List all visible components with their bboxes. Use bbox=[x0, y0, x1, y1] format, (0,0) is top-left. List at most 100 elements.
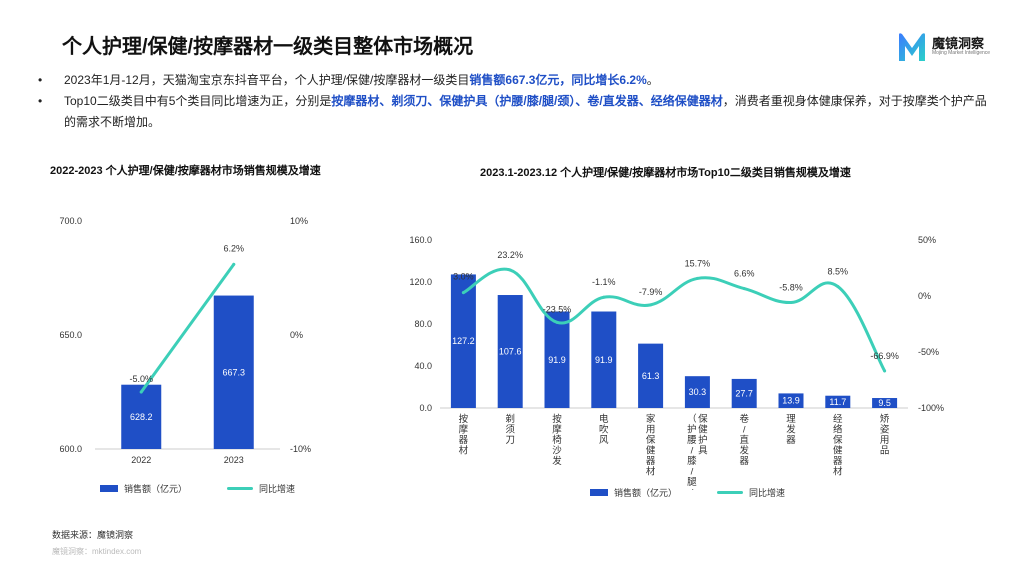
bar-value-label: 27.7 bbox=[735, 388, 753, 398]
y-left-tick-label: 600.0 bbox=[59, 444, 82, 454]
category-label-char: 材 bbox=[833, 466, 843, 478]
category-label-char: 经 bbox=[833, 413, 843, 425]
bar-value-label: 127.2 bbox=[452, 336, 475, 346]
bar-value-label: 667.3 bbox=[222, 367, 245, 377]
summary-bullet-1: • 2023年1月-12月，天猫淘宝京东抖音平台，个人护理/保健/按摩器材一级类… bbox=[38, 70, 998, 91]
category-label-char: 腿 bbox=[687, 477, 697, 488]
growth-value-label: 6.6% bbox=[734, 269, 755, 279]
sales-bar bbox=[731, 378, 757, 408]
sales-bar bbox=[213, 295, 254, 449]
category-label: 2022 bbox=[131, 455, 151, 465]
right-chart-title: 2023.1-2023.12 个人护理/保健/按摩器材市场Top10二级类目销售… bbox=[480, 167, 851, 179]
category-label-char: 刀 bbox=[505, 435, 515, 446]
growth-line bbox=[461, 267, 887, 373]
sales-bar bbox=[591, 311, 617, 408]
category-label-char: / bbox=[691, 446, 694, 457]
growth-point bbox=[232, 262, 236, 266]
bullet-dot: • bbox=[38, 94, 43, 108]
category-label-char: 腰 bbox=[687, 435, 697, 446]
growth-point bbox=[883, 369, 887, 373]
bar-value-label: 11.7 bbox=[829, 397, 846, 407]
sales-bar bbox=[544, 311, 570, 408]
bullet-text-end: ，消费者重视身体健康保养，对于按摩类个护产品的需求不断增加。 bbox=[64, 94, 987, 129]
category-label-char: 直 bbox=[739, 434, 749, 446]
logo-name: 魔镜洞察 bbox=[932, 36, 985, 51]
bullet-text: Top10二级类目中有5个类目同比增速为正，分别是 bbox=[64, 94, 332, 108]
sales-bar bbox=[778, 393, 804, 408]
category-label-char: 膝 bbox=[687, 455, 697, 467]
y-right-tick-label: 0% bbox=[290, 330, 303, 340]
growth-value-label: 3.0% bbox=[453, 272, 474, 282]
y-right-tick-label: -50% bbox=[918, 347, 939, 357]
category-label-char: / bbox=[691, 467, 694, 478]
category-label-char: 摩 bbox=[552, 424, 562, 436]
sales-bar bbox=[497, 295, 523, 408]
category-label-char: 姿 bbox=[880, 424, 890, 436]
legend-line-swatch bbox=[717, 491, 744, 494]
category-label-char: 保 bbox=[646, 434, 656, 446]
growth-point bbox=[695, 276, 699, 280]
right-chart: 0.0 40.0 80.0 120.0 160.0 -100% -50% 0% 50% 127.2… bbox=[409, 235, 944, 491]
left-chart-legend: 销售额（亿元） 同比增速 bbox=[100, 482, 335, 495]
y-left-tick-label: 700.0 bbox=[59, 216, 82, 226]
growth-point bbox=[461, 291, 465, 295]
legend-item-sales: 销售额（亿元） bbox=[100, 482, 187, 495]
watermark: 魔镜洞察：mktindex.com bbox=[52, 547, 142, 556]
growth-value-label: -66.9% bbox=[870, 351, 899, 361]
category-label-char: 风 bbox=[599, 435, 609, 446]
summary-bullet-2: • Top10二级类目中有5个类目同比增速为正，分别是按摩器材、剃须刀、保健护具… bbox=[38, 91, 998, 133]
legend-label-growth: 同比增速 bbox=[749, 488, 786, 498]
y-right-tick-label: 50% bbox=[918, 235, 936, 245]
bar-value-label: 9.5 bbox=[878, 398, 891, 408]
category-label-char: 剃 bbox=[505, 413, 515, 425]
bar-value-label: 628.2 bbox=[130, 412, 153, 422]
left-chart: 600.0 650.0 700.0 -10% 0% 10% 628.2 2022 667.3 20… bbox=[59, 216, 311, 465]
growth-value-label: -1.1% bbox=[592, 277, 616, 287]
bar-value-label: 91.9 bbox=[548, 355, 566, 365]
sales-bar bbox=[872, 398, 898, 408]
y-right-tick-label: -10% bbox=[290, 444, 311, 454]
y-right-tick-label: 0% bbox=[918, 291, 931, 301]
growth-line bbox=[139, 262, 236, 394]
category-label-char: （ bbox=[687, 413, 697, 425]
category-label-char: 材 bbox=[459, 445, 469, 457]
category-label-char: 保 bbox=[698, 413, 708, 425]
y-left-tick-label: 0.0 bbox=[419, 403, 432, 413]
category-label-char: 护 bbox=[687, 424, 697, 436]
category-label-char: 按 bbox=[552, 413, 562, 425]
legend-item-growth: 同比增速 bbox=[227, 482, 295, 495]
bar-value-label: 107.6 bbox=[499, 347, 522, 357]
category-label-char: 家 bbox=[646, 413, 656, 425]
category-label-char: / bbox=[743, 425, 746, 436]
right-chart-legend: 销售额（亿元） 同比增速 bbox=[590, 486, 825, 499]
category-label-char: 用 bbox=[646, 425, 656, 436]
category-label-char: / bbox=[691, 488, 694, 491]
page-title: 个人护理/保健/按摩器材一级类目整体市场概况 bbox=[62, 36, 474, 58]
legend-item-growth: 同比增速 bbox=[717, 486, 785, 499]
left-chart-title: 2022-2023 个人护理/保健/按摩器材市场销售规模及增速 bbox=[50, 165, 321, 177]
category-label-char: 器 bbox=[646, 456, 656, 467]
growth-value-label: 6.2% bbox=[223, 243, 244, 253]
category-label-char: 发 bbox=[739, 445, 749, 457]
growth-value-label: 23.2% bbox=[497, 250, 523, 260]
category-label-char: 器 bbox=[739, 456, 749, 467]
growth-value-label: 8.5% bbox=[828, 266, 849, 276]
y-left-tick-label: 650.0 bbox=[59, 330, 82, 340]
logo-mark-icon bbox=[899, 33, 925, 61]
category-label-char: 品 bbox=[880, 446, 890, 457]
logo-subtitle: Mojing Market Intelligence bbox=[932, 50, 991, 56]
category-label-char: 理 bbox=[786, 414, 796, 425]
y-left-tick-label: 120.0 bbox=[409, 277, 432, 287]
category-label-char: 络 bbox=[833, 424, 843, 436]
sales-bar bbox=[684, 376, 710, 408]
growth-point bbox=[139, 390, 143, 394]
y-right-tick-label: 10% bbox=[290, 216, 308, 226]
y-left-tick-label: 80.0 bbox=[414, 319, 432, 329]
category-label-char: 椅 bbox=[552, 434, 562, 446]
category-label: 2023 bbox=[224, 455, 244, 465]
growth-point bbox=[555, 320, 559, 324]
category-label-char: 材 bbox=[646, 466, 656, 478]
bullet-dot: • bbox=[38, 73, 43, 87]
category-label-char: 健 bbox=[833, 445, 843, 457]
sales-bar bbox=[121, 384, 162, 449]
